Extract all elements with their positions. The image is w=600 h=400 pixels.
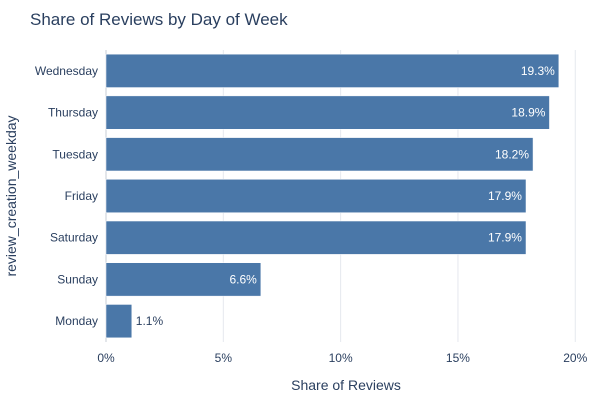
bar-value-label: 17.9%	[488, 189, 522, 203]
bar-wednesday	[105, 53, 560, 88]
x-axis-ticks: 0% 5% 10% 15% 20%	[97, 351, 587, 365]
x-tick-label: 10%	[329, 351, 353, 365]
bar-tuesday	[105, 137, 534, 172]
x-axis-title: Share of Reviews	[291, 377, 401, 393]
bar-value-label: 18.9%	[511, 106, 545, 120]
y-tick-label: Sunday	[57, 272, 98, 286]
bar-sunday	[105, 262, 262, 297]
y-tick-label: Thursday	[48, 106, 98, 120]
y-tick-label: Wednesday	[35, 64, 98, 78]
y-tick-label: Tuesday	[52, 147, 98, 161]
bar-value-label: 19.3%	[521, 64, 555, 78]
bar-saturday	[105, 220, 527, 255]
y-tick-label: Friday	[65, 189, 98, 203]
x-tick-label: 0%	[97, 351, 115, 365]
bar-value-label: 1.1%	[136, 314, 164, 328]
bar-thursday	[105, 95, 550, 130]
bar-value-label: 17.9%	[488, 231, 522, 245]
bar-friday	[105, 179, 527, 213]
bars-layer: 19.3% 18.9% 18.2% 17.9% 17.9% 6.6% 1.1%	[105, 53, 560, 339]
bar-value-label: 18.2%	[495, 147, 529, 161]
y-axis-ticks: Wednesday Thursday Tuesday Friday Saturday Su…	[35, 64, 98, 328]
bar-monday	[105, 304, 133, 339]
chart-title: Share of Reviews by Day of Week	[30, 10, 288, 29]
y-axis-title: review_creation_weekday	[3, 115, 19, 276]
x-tick-label: 5%	[215, 351, 233, 365]
bar-value-label: 6.6%	[229, 272, 257, 286]
x-tick-label: 20%	[563, 351, 587, 365]
y-tick-label: Saturday	[50, 231, 98, 245]
y-tick-label: Monday	[55, 314, 98, 328]
x-tick-label: 15%	[446, 351, 470, 365]
